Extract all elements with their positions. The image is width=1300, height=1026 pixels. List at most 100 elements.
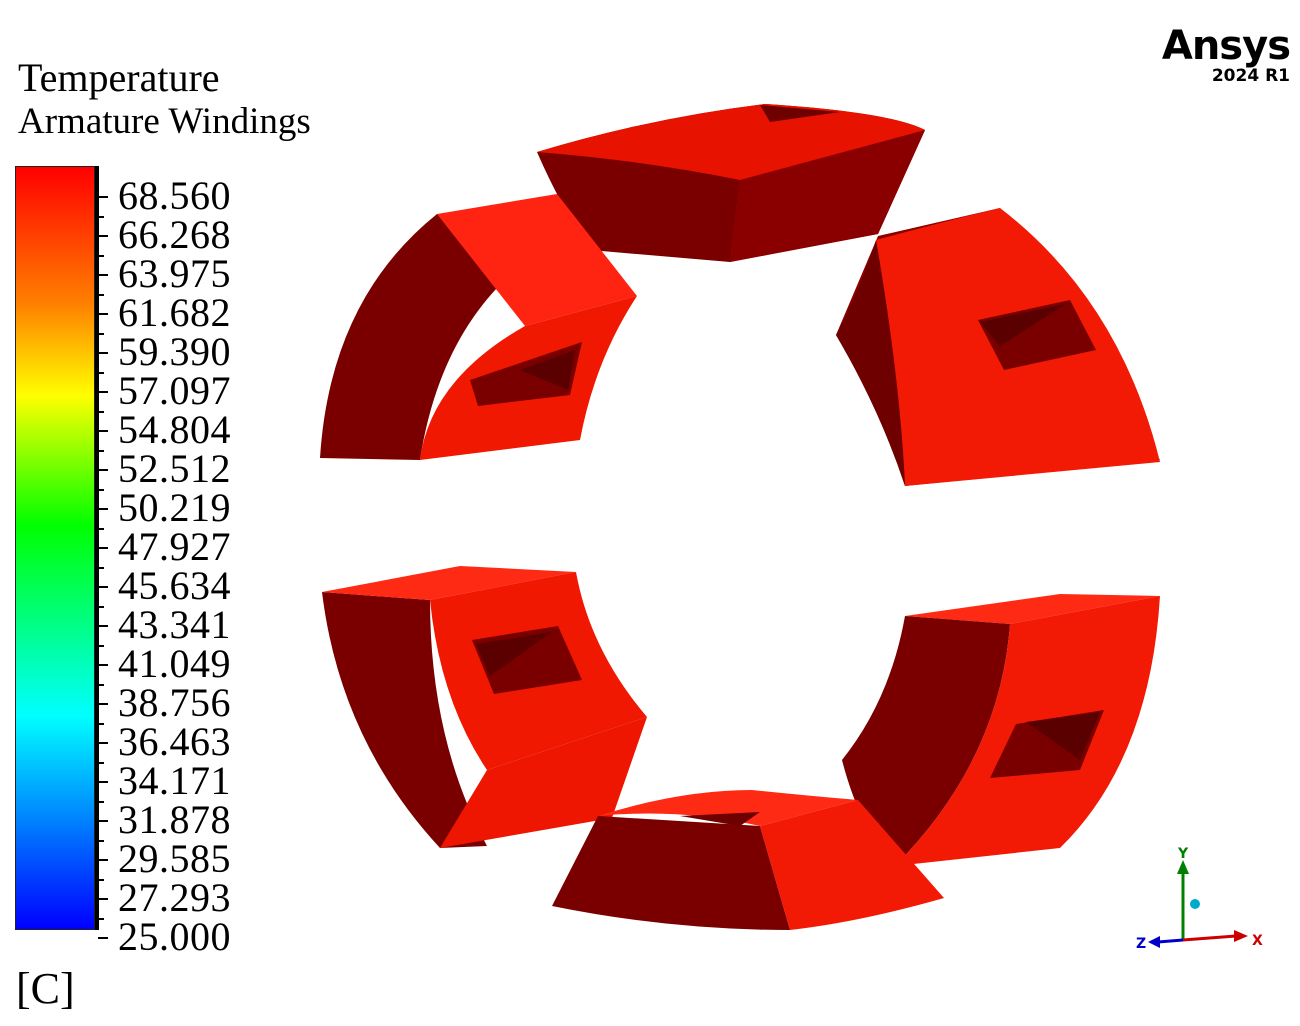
colorbar-tick xyxy=(98,664,108,666)
segment-bottom-left xyxy=(552,816,790,930)
winding-segment-upper-right[interactable] xyxy=(836,208,1160,486)
colorbar-tick xyxy=(98,313,108,315)
colorbar-tick xyxy=(98,293,104,296)
triad-x-label: X xyxy=(1252,933,1263,949)
colorbar-tick xyxy=(98,781,108,783)
colorbar-tick xyxy=(98,586,108,588)
legend-title: Temperature xyxy=(18,55,220,100)
colorbar-tick xyxy=(98,898,108,900)
triad-x-arrow xyxy=(1234,930,1248,942)
segment-top-ridge xyxy=(760,105,840,122)
colorbar-label: 27.293 xyxy=(118,875,231,920)
colorbar-label: 52.512 xyxy=(118,446,231,491)
colorbar-tick xyxy=(98,800,104,803)
colorbar-label: 34.171 xyxy=(118,758,231,803)
colorbar-tick xyxy=(98,469,108,471)
colorbar-tick xyxy=(98,410,104,413)
colorbar-tick xyxy=(98,878,104,881)
colorbar-tick xyxy=(98,722,104,725)
colorbar-label: 25.000 xyxy=(118,914,231,959)
segment-lr-slot-inner xyxy=(1026,712,1100,760)
colorbar-tick xyxy=(98,605,104,608)
colorbar-label: 41.049 xyxy=(118,641,231,686)
segment-ul-top xyxy=(437,194,637,326)
colorbar-tick xyxy=(98,332,104,335)
colorbar-tick xyxy=(98,449,104,452)
colorbar-label: 66.268 xyxy=(118,212,231,257)
colorbar-tick xyxy=(98,820,108,822)
segment-ll-outer xyxy=(322,592,487,848)
colorbar-tick xyxy=(98,488,104,491)
triad-x-axis xyxy=(1182,934,1237,942)
colorbar xyxy=(15,166,95,930)
coordinate-triad: Y X Z xyxy=(1136,846,1263,952)
winding-segment-top[interactable] xyxy=(537,104,925,262)
segment-ur-slot-inner xyxy=(980,304,1066,346)
segment-ll-slot-inner xyxy=(476,632,552,676)
colorbar-tick xyxy=(98,917,104,920)
winding-segment-upper-left[interactable] xyxy=(320,194,637,460)
triad-light-indicator xyxy=(1190,899,1200,909)
segment-ll-top xyxy=(322,566,576,600)
colorbar-tick xyxy=(98,527,104,530)
colorbar-label: 63.975 xyxy=(118,251,231,296)
colorbar-tick xyxy=(98,196,108,198)
brand-version: 2024 R1 xyxy=(1211,66,1290,86)
colorbar-tick xyxy=(98,274,108,276)
colorbar-label: 38.756 xyxy=(118,680,231,725)
colorbar-label: 45.634 xyxy=(118,563,231,608)
triad-y-label: Y xyxy=(1177,846,1189,862)
colorbar-tick xyxy=(98,215,104,218)
winding-segment-lower-left[interactable] xyxy=(322,566,647,848)
colorbar-tick xyxy=(98,547,108,549)
colorbar-label: 50.219 xyxy=(118,485,231,530)
colorbar-tick xyxy=(98,430,108,432)
triad-z-axis xyxy=(1157,938,1184,944)
segment-bottom-ridge xyxy=(680,812,760,826)
triad-z-arrow xyxy=(1148,936,1160,948)
colorbar-tick xyxy=(98,644,104,647)
colorbar-label: 36.463 xyxy=(118,719,231,764)
colorbar-label: 59.390 xyxy=(118,329,231,374)
winding-segment-lower-right[interactable] xyxy=(842,594,1160,866)
colorbar-label: 61.682 xyxy=(118,290,231,335)
colorbar-label: 29.585 xyxy=(118,836,231,881)
colorbar-axis xyxy=(95,166,99,930)
segment-bottom-right xyxy=(760,800,944,930)
colorbar-tick xyxy=(98,742,108,744)
segment-ul-outer xyxy=(320,214,525,460)
colorbar-label: 43.341 xyxy=(118,602,231,647)
colorbar-tick xyxy=(98,235,108,237)
triad-y-arrow xyxy=(1177,860,1189,874)
segment-ll-front xyxy=(440,717,647,848)
winding-segment-bottom[interactable] xyxy=(552,790,944,930)
colorbar-label: 68.560 xyxy=(118,173,231,218)
colorbar-tick xyxy=(98,839,104,842)
colorbar-tick xyxy=(98,859,108,861)
ansys-logo: Ansys 2024 R1 xyxy=(1161,23,1291,86)
segment-lr-top xyxy=(905,594,1160,624)
colorbar-tick xyxy=(98,391,108,393)
colorbar-tick xyxy=(98,371,104,374)
colorbar-tick xyxy=(98,254,104,257)
segment-bottom-top xyxy=(598,790,858,826)
colorbar-label: 54.804 xyxy=(118,407,231,452)
colorbar-tick xyxy=(98,352,108,354)
colorbar-label: 31.878 xyxy=(118,797,231,842)
brand-name: Ansys xyxy=(1161,23,1291,69)
colorbar-tick xyxy=(98,761,104,764)
segment-top-front xyxy=(730,130,925,262)
colorbar-label: 57.097 xyxy=(118,368,231,413)
colorbar-label: 47.927 xyxy=(118,524,231,569)
colorbar-tick xyxy=(98,703,108,705)
colorbar-tick xyxy=(98,625,108,627)
segment-ur-edge xyxy=(836,240,905,486)
segment-lr-inner xyxy=(842,616,1010,866)
colorbar-tick xyxy=(98,937,108,939)
legend-unit: [C] xyxy=(16,964,75,1013)
segment-ul-slot-inner xyxy=(520,350,575,390)
colorbar-tick xyxy=(98,508,108,510)
colorbar-tick xyxy=(98,683,104,686)
colorbar-tick xyxy=(98,566,104,569)
